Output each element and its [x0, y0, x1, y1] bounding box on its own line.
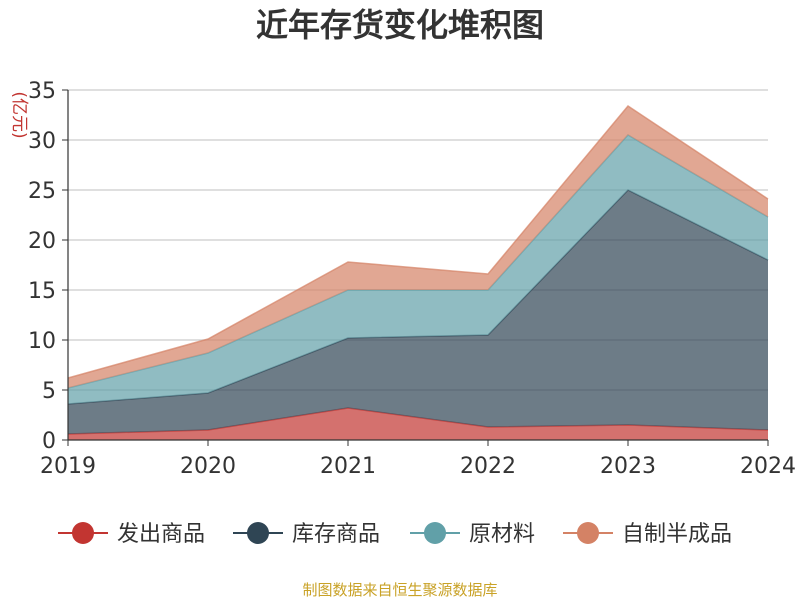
area-series-3: [68, 106, 768, 388]
y-axis-label: (亿元): [9, 91, 29, 138]
source-note: 制图数据来自恒生聚源数据库: [302, 581, 497, 599]
y-tick-label: 5: [42, 379, 56, 404]
legend-item[interactable]: 原材料: [410, 522, 535, 547]
legend-marker: [247, 522, 269, 544]
x-tick-label: 2022: [460, 454, 516, 479]
legend-marker: [577, 522, 599, 544]
legend-label: 库存商品: [292, 522, 380, 547]
legend-label: 原材料: [469, 522, 535, 547]
legend-item[interactable]: 发出商品: [58, 522, 205, 547]
area-series-0: [68, 408, 768, 440]
legend-marker: [424, 522, 446, 544]
area-series-1: [68, 190, 768, 434]
legend-item[interactable]: 自制半成品: [563, 522, 732, 547]
y-tick-label: 10: [28, 329, 56, 354]
x-tick-label: 2023: [600, 454, 656, 479]
y-tick-label: 30: [28, 129, 56, 154]
area-series-2: [68, 135, 768, 404]
y-tick-label: 25: [28, 179, 56, 204]
x-tick-label: 2021: [320, 454, 376, 479]
legend-label: 自制半成品: [622, 522, 732, 547]
y-tick-label: 15: [28, 279, 56, 304]
legend-label: 发出商品: [117, 522, 205, 547]
x-tick-label: 2019: [40, 454, 96, 479]
y-tick-label: 20: [28, 229, 56, 254]
legend-marker: [72, 522, 94, 544]
area-edge-3: [67, 105, 769, 379]
x-tick-label: 2024: [740, 454, 796, 479]
axes: 0 5 10 15 20 25 30 35 2019 2020 2021 2022 2023 2024: [28, 79, 796, 479]
x-tick-label: 2020: [180, 454, 236, 479]
legend-item[interactable]: 库存商品: [233, 522, 380, 547]
y-tick-label: 35: [28, 79, 56, 104]
chart-title: 近年存货变化堆积图: [256, 6, 544, 44]
y-tick-label: 0: [42, 429, 56, 454]
legend: 发出商品 库存商品 原材料 自制半成品: [58, 522, 732, 547]
stacked-areas: [67, 105, 769, 440]
